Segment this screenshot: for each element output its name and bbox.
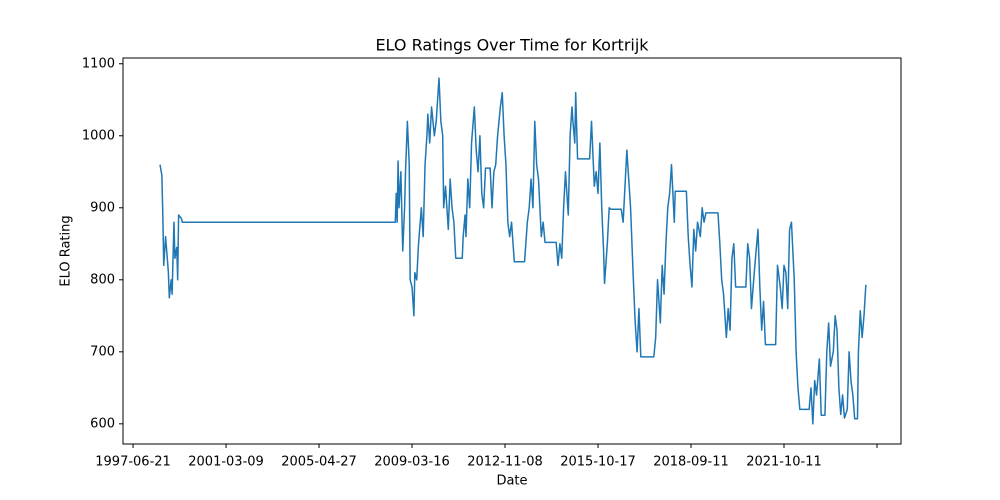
data-line <box>159 77 867 425</box>
y-tick-label: 900 <box>90 200 115 215</box>
x-tick-label: 2009-03-16 <box>374 455 450 470</box>
y-tick-label: 1000 <box>82 128 115 143</box>
x-tick-label: 2012-11-08 <box>467 455 543 470</box>
x-tick-label: 2001-03-09 <box>188 455 264 470</box>
x-tick-label: 1997-06-21 <box>95 455 171 470</box>
y-tick-label: 600 <box>90 416 115 431</box>
x-tick-label: 2021-10-11 <box>746 455 822 470</box>
y-tick-label: 800 <box>90 272 115 287</box>
axes-frame <box>122 57 902 445</box>
y-tick-label: 700 <box>90 344 115 359</box>
x-tick-label: 2018-09-11 <box>653 455 729 470</box>
x-axis-label: Date <box>496 474 527 489</box>
chart-title: ELO Ratings Over Time for Kortrijk <box>375 36 649 55</box>
y-axis-label: ELO Rating <box>59 215 74 286</box>
plot-area <box>159 77 867 425</box>
x-tick-label: 2015-10-17 <box>560 455 636 470</box>
x-tick-label: 2005-04-27 <box>281 455 357 470</box>
y-tick-label: 1100 <box>82 56 115 71</box>
